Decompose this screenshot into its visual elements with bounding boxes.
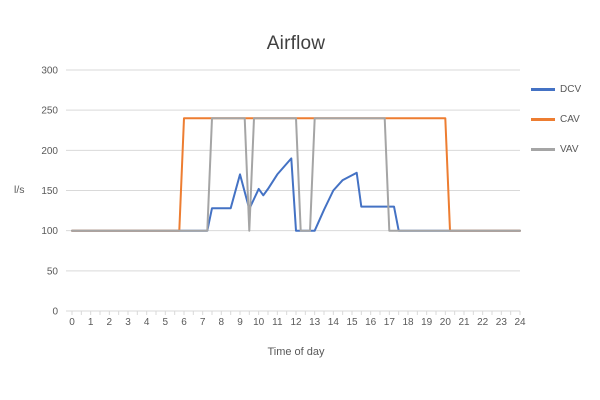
x-tick-label: 23 (496, 317, 508, 328)
legend-label: VAV (560, 144, 579, 155)
x-tick-label: 13 (309, 317, 321, 328)
y-tick-label: 250 (41, 106, 58, 117)
x-tick-label: 1 (88, 317, 94, 328)
legend-label: CAV (560, 114, 580, 125)
x-tick-label: 20 (440, 317, 452, 328)
x-tick-label: 9 (237, 317, 243, 328)
y-tick-label: 50 (47, 266, 59, 277)
x-axis-label: Time of day (267, 346, 325, 358)
legend-swatch-cav (531, 118, 555, 121)
x-tick-label: 4 (144, 317, 150, 328)
x-tick-label: 6 (181, 317, 187, 328)
series-line-vav (71, 117, 521, 232)
legend-item-dcv: DCV (531, 79, 581, 100)
legend-label: DCV (560, 84, 582, 95)
x-tick-label: 5 (163, 317, 169, 328)
legend-swatch-dcv (531, 88, 555, 91)
legend-item-vav: VAV (531, 139, 581, 160)
chart-title: Airflow (266, 33, 326, 54)
series-line-dcv (71, 157, 521, 232)
x-tick-label: 19 (421, 317, 433, 328)
x-tick-label: 18 (402, 317, 414, 328)
x-tick-label: 14 (328, 317, 340, 328)
x-tick-label: 15 (346, 317, 358, 328)
y-tick-label: 200 (41, 146, 58, 157)
x-tick-label: 24 (514, 317, 526, 328)
x-tick-label: 2 (107, 317, 113, 328)
x-tick-label: 12 (290, 317, 302, 328)
y-tick-label: 150 (41, 186, 58, 197)
x-tick-label: 7 (200, 317, 206, 328)
legend-item-cav: CAV (531, 109, 581, 130)
x-tick-label: 3 (125, 317, 131, 328)
y-tick-label: 100 (41, 226, 58, 237)
x-tick-label: 21 (458, 317, 470, 328)
y-tick-label: 0 (52, 307, 58, 318)
x-tick-label: 16 (365, 317, 377, 328)
y-tick-label: 300 (41, 66, 58, 77)
legend-swatch-vav (531, 148, 555, 151)
x-tick-label: 8 (219, 317, 225, 328)
x-tick-label: 22 (477, 317, 489, 328)
y-axis-label: l/s (14, 184, 25, 196)
legend: DCV CAV VAV (531, 79, 581, 160)
x-tick-label: 17 (384, 317, 396, 328)
x-tick-label: 0 (69, 317, 75, 328)
x-tick-label: 11 (272, 317, 283, 328)
x-tick-label: 10 (253, 317, 265, 328)
